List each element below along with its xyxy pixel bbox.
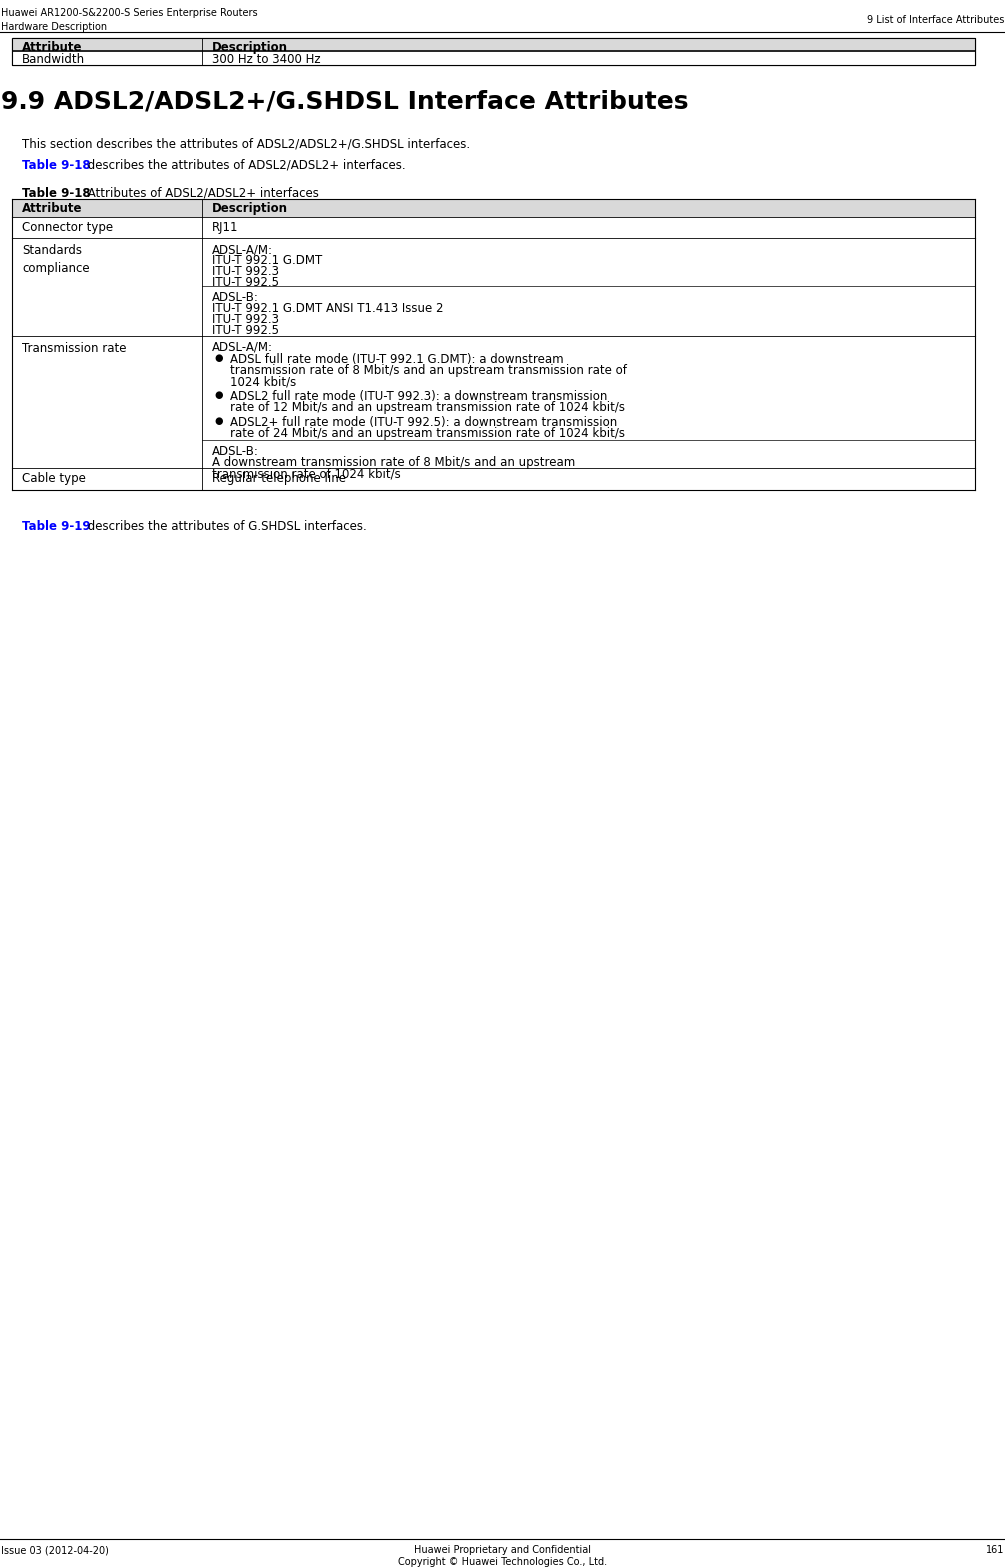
Text: 9 List of Interface Attributes: 9 List of Interface Attributes — [866, 16, 1004, 25]
Text: rate of 12 Mbit/s and an upstream transmission rate of 1024 kbit/s: rate of 12 Mbit/s and an upstream transm… — [230, 401, 625, 414]
Text: describes the attributes of G.SHDSL interfaces.: describes the attributes of G.SHDSL inte… — [84, 520, 367, 533]
Bar — [12, 469, 975, 490]
Text: Regular telephone line: Regular telephone line — [212, 472, 346, 484]
Text: describes the attributes of ADSL2/ADSL2+ interfaces.: describes the attributes of ADSL2/ADSL2+… — [84, 158, 406, 172]
Text: Table 9-18: Table 9-18 — [22, 186, 90, 201]
Text: Attribute: Attribute — [22, 41, 82, 53]
Text: ITU-T 992.3: ITU-T 992.3 — [212, 265, 279, 279]
Text: ITU-T 992.5: ITU-T 992.5 — [212, 276, 279, 290]
Bar — [12, 199, 975, 216]
Text: RJ11: RJ11 — [212, 221, 238, 233]
Text: ●: ● — [214, 390, 222, 400]
Bar — [12, 38, 975, 50]
Bar — [12, 38, 975, 64]
Text: ITU-T 992.5: ITU-T 992.5 — [212, 324, 279, 337]
Text: Table 9-19: Table 9-19 — [22, 520, 90, 533]
Text: Huawei AR1200-S&2200-S Series Enterprise Routers: Huawei AR1200-S&2200-S Series Enterprise… — [1, 8, 257, 17]
Text: A downstream transmission rate of 8 Mbit/s and an upstream: A downstream transmission rate of 8 Mbit… — [212, 456, 575, 469]
Text: ADSL-B:: ADSL-B: — [212, 291, 259, 304]
Text: transmission rate of 8 Mbit/s and an upstream transmission rate of: transmission rate of 8 Mbit/s and an ups… — [230, 364, 627, 378]
Text: Standards
compliance: Standards compliance — [22, 244, 89, 276]
Text: ITU-T 992.3: ITU-T 992.3 — [212, 313, 279, 326]
Text: rate of 24 Mbit/s and an upstream transmission rate of 1024 kbit/s: rate of 24 Mbit/s and an upstream transm… — [230, 428, 625, 440]
Text: 161: 161 — [986, 1545, 1004, 1554]
Text: Bandwidth: Bandwidth — [22, 53, 85, 66]
Bar — [12, 50, 975, 64]
Text: 9.9 ADSL2/ADSL2+/G.SHDSL Interface Attributes: 9.9 ADSL2/ADSL2+/G.SHDSL Interface Attri… — [1, 89, 688, 113]
Text: Attribute: Attribute — [22, 202, 82, 215]
Text: ADSL2+ full rate mode (ITU-T 992.5): a downstream transmission: ADSL2+ full rate mode (ITU-T 992.5): a d… — [230, 415, 617, 429]
Text: ADSL-B:: ADSL-B: — [212, 445, 259, 458]
Text: 300 Hz to 3400 Hz: 300 Hz to 3400 Hz — [212, 53, 321, 66]
Text: transmission rate of 1024 kbit/s: transmission rate of 1024 kbit/s — [212, 467, 401, 480]
Text: Huawei Proprietary and Confidential: Huawei Proprietary and Confidential — [414, 1545, 591, 1554]
Text: ●: ● — [214, 353, 222, 362]
Text: Table 9-18: Table 9-18 — [22, 158, 90, 172]
Text: ADSL-A/M:: ADSL-A/M: — [212, 243, 273, 257]
Text: 1024 kbit/s: 1024 kbit/s — [230, 376, 296, 389]
Text: Copyright © Huawei Technologies Co., Ltd.: Copyright © Huawei Technologies Co., Ltd… — [398, 1558, 607, 1567]
Text: ●: ● — [214, 415, 222, 426]
Bar — [12, 216, 975, 238]
Text: This section describes the attributes of ADSL2/ADSL2+/G.SHDSL interfaces.: This section describes the attributes of… — [22, 138, 470, 150]
Text: Connector type: Connector type — [22, 221, 114, 233]
Text: Issue 03 (2012-04-20): Issue 03 (2012-04-20) — [1, 1545, 109, 1554]
Text: ADSL-A/M:: ADSL-A/M: — [212, 340, 273, 354]
Text: Description: Description — [212, 202, 288, 215]
Text: ITU-T 992.1 G.DMT ANSI T1.413 Issue 2: ITU-T 992.1 G.DMT ANSI T1.413 Issue 2 — [212, 302, 443, 315]
Text: Hardware Description: Hardware Description — [1, 22, 108, 31]
Text: Cable type: Cable type — [22, 472, 85, 484]
Text: ADSL full rate mode (ITU-T 992.1 G.DMT): a downstream: ADSL full rate mode (ITU-T 992.1 G.DMT):… — [230, 353, 564, 365]
Text: Attributes of ADSL2/ADSL2+ interfaces: Attributes of ADSL2/ADSL2+ interfaces — [84, 186, 319, 201]
Text: Transmission rate: Transmission rate — [22, 342, 127, 354]
Text: ITU-T 992.1 G.DMT: ITU-T 992.1 G.DMT — [212, 254, 323, 268]
Bar — [12, 38, 975, 64]
Text: Description: Description — [212, 41, 288, 53]
Text: ADSL2 full rate mode (ITU-T 992.3): a downstream transmission: ADSL2 full rate mode (ITU-T 992.3): a do… — [230, 390, 607, 403]
